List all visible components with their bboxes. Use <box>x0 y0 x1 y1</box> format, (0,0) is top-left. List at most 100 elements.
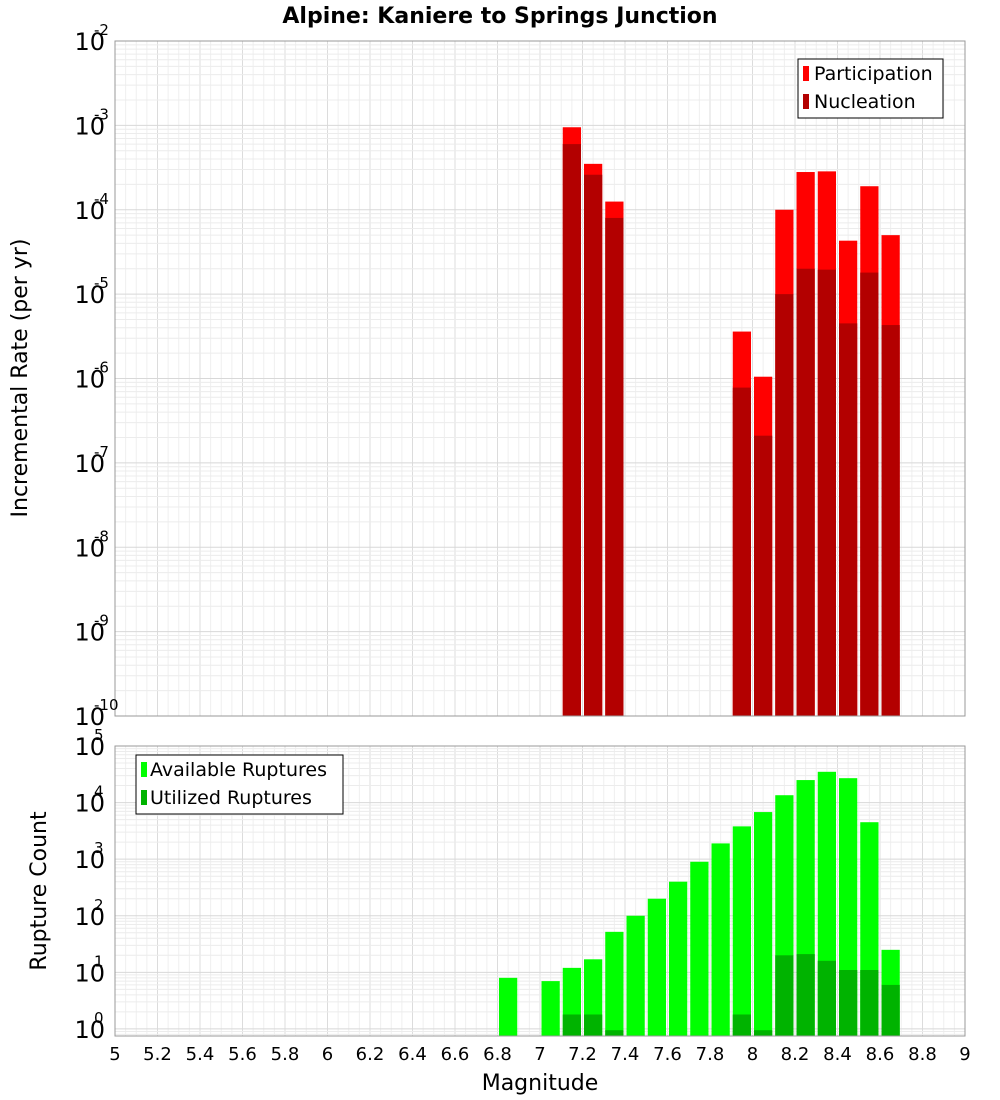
top-y-tick-label: 10 <box>74 28 105 56</box>
bottom-bar-series-b <box>605 1030 624 1036</box>
x-tick-label: 7.8 <box>696 1044 725 1065</box>
bottom-bar-series-a <box>499 977 518 1036</box>
bottom-bar-series-a <box>732 826 751 1036</box>
bottom-bars <box>499 771 900 1036</box>
top-y-tick-exponent: -5 <box>94 274 109 292</box>
bottom-y-tick-exponent: 3 <box>94 839 104 857</box>
bottom-y-tick-label: 10 <box>74 959 105 987</box>
bottom-bar-series-b <box>562 1014 581 1036</box>
bottom-y-tick-label: 10 <box>74 790 105 818</box>
bottom-bar-series-b <box>754 1030 773 1036</box>
x-tick-label: 5.2 <box>143 1044 172 1065</box>
top-y-tick-exponent: -4 <box>94 190 109 208</box>
x-tick-label: 8.6 <box>866 1044 895 1065</box>
top-bar-series-b <box>796 268 815 716</box>
legend-label-nucleation: Nucleation <box>814 91 916 113</box>
x-tick-label: 6.4 <box>398 1044 427 1065</box>
top-gridlines <box>114 40 966 717</box>
bottom-bar-series-a <box>690 861 709 1036</box>
top-bar-series-b <box>881 325 900 716</box>
top-y-tick-exponent: -6 <box>94 359 109 377</box>
x-tick-label: 9 <box>959 1044 970 1065</box>
bottom-bar-series-b <box>584 1014 603 1036</box>
legend-swatch-utilized <box>141 790 147 805</box>
x-tick-label: 7.4 <box>611 1044 640 1065</box>
legend-swatch-available <box>141 762 147 777</box>
bottom-y-tick-label: 10 <box>74 903 105 931</box>
bottom-bar-series-b <box>732 1014 751 1036</box>
x-tick-label: 6.8 <box>483 1044 512 1065</box>
x-tick-label: 5.8 <box>271 1044 300 1065</box>
bottom-bar-series-b <box>839 970 858 1036</box>
bottom-bar-series-b <box>796 954 815 1036</box>
bottom-y-tick-exponent: 4 <box>94 783 104 801</box>
x-tick-label: 8.8 <box>908 1044 937 1065</box>
legend-swatch-participation <box>803 66 809 81</box>
bottom-bar-series-b <box>775 955 794 1036</box>
x-tick-label: 6 <box>322 1044 333 1065</box>
top-y-tick-label: 10 <box>74 619 105 647</box>
top-bars <box>562 127 900 717</box>
bottom-bar-series-a <box>754 812 773 1036</box>
top-legend: Participation Nucleation <box>797 58 944 119</box>
top-y-tick-label: 10 <box>74 197 105 225</box>
bottom-y-tick-label: 10 <box>74 1016 105 1044</box>
top-bar-series-b <box>839 323 858 716</box>
bottom-y-tick-label: 10 <box>74 733 105 761</box>
bottom-bar-series-a <box>647 898 666 1036</box>
x-tick-label: 8.2 <box>781 1044 810 1065</box>
x-tick-label: 5.4 <box>186 1044 215 1065</box>
top-legend-box <box>797 58 944 119</box>
x-tick-labels: 5 5.2 5.4 5.6 5.8 6 6.2 6.4 6.6 6.8 7 7.2 7.4 7.6 7.8 8… <box>109 1044 970 1065</box>
x-tick-label: 7.2 <box>568 1044 597 1065</box>
bottom-bar-series-b <box>860 970 879 1036</box>
top-bar-series-b <box>817 269 836 716</box>
top-bar-series-b <box>732 387 751 716</box>
x-tick-label: 5.6 <box>228 1044 257 1065</box>
top-y-axis-label: Incremental Rate (per yr) <box>8 239 33 518</box>
top-y-tick-exponent: -3 <box>94 105 109 123</box>
top-y-tick-label: 10 <box>74 450 105 478</box>
legend-label-available: Available Ruptures <box>150 759 327 781</box>
top-bar-series-b <box>754 435 773 716</box>
bottom-y-axis-label: Rupture Count <box>27 811 52 971</box>
bottom-y-tick-exponent: 2 <box>94 896 104 914</box>
x-tick-label: 7.6 <box>653 1044 682 1065</box>
bottom-bar-series-b <box>817 960 836 1036</box>
top-bar-series-b <box>860 272 879 716</box>
legend-label-participation: Participation <box>814 63 933 85</box>
bottom-y-tick-exponent: 1 <box>94 952 104 970</box>
top-y-tick-label: 10 <box>74 534 105 562</box>
bottom-legend: Available Ruptures Utilized Ruptures <box>135 754 344 815</box>
bottom-bar-series-b <box>881 984 900 1036</box>
bottom-bar-series-a <box>711 843 730 1036</box>
top-y-tick-exponent: -2 <box>94 21 109 39</box>
top-y-tick-label: 10 <box>74 366 105 394</box>
top-y-tick-exponent: -7 <box>94 443 109 461</box>
x-tick-label: 8 <box>747 1044 758 1065</box>
top-bar-series-b <box>584 174 603 716</box>
top-bar-series-b <box>775 294 794 716</box>
bottom-bar-series-a <box>669 881 688 1036</box>
bottom-plot-border <box>114 745 966 1037</box>
top-y-tick-label: 10 <box>74 703 105 731</box>
top-bar-series-b <box>562 144 581 716</box>
bottom-bar-series-a <box>541 981 560 1036</box>
x-tick-label: 8.4 <box>823 1044 852 1065</box>
bottom-legend-box <box>135 754 344 815</box>
x-tick-label: 6.2 <box>356 1044 385 1065</box>
top-y-tick-label: 10 <box>74 112 105 140</box>
legend-label-utilized: Utilized Ruptures <box>150 787 312 809</box>
bottom-bar-series-a <box>605 931 624 1036</box>
x-axis-label: Magnitude <box>482 1071 599 1096</box>
bottom-y-tick-exponent: 0 <box>94 1009 104 1027</box>
top-plot-border <box>114 40 966 717</box>
top-bar-series-b <box>605 217 624 716</box>
top-y-tick-exponent: -8 <box>94 527 109 545</box>
bottom-y-tick-exponent: 5 <box>94 726 104 744</box>
